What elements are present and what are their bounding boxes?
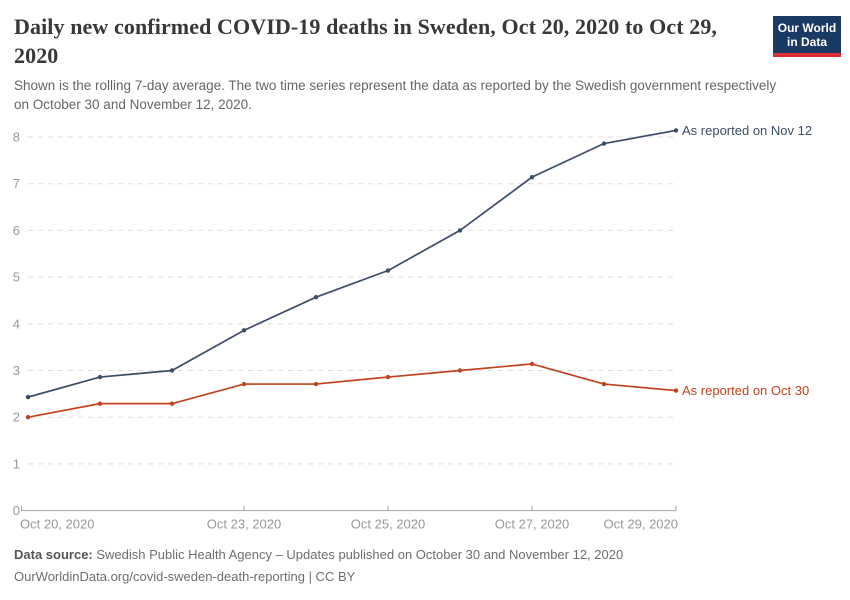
data-source-label: Data source:	[14, 547, 93, 562]
series-label-1: As reported on Oct 30	[682, 383, 809, 398]
y-tick-label-2: 2	[13, 410, 20, 425]
series-1-point-0	[25, 415, 31, 420]
chart-area: 0 1 2 3 4 5 6 7 8 Oct 20, 2020 Oct 23, 2020 Oct 25,…	[0, 120, 850, 540]
series-1-point-7	[529, 361, 535, 367]
series-0-point-3	[241, 328, 247, 333]
series-1-point-5	[385, 374, 391, 380]
owid-logo-line2: in Data	[786, 34, 827, 49]
series-line-1	[27, 363, 677, 419]
chart-title: Daily new confirmed COVID-19 deaths in S…	[14, 14, 718, 68]
y-tick-label-7: 7	[13, 176, 20, 191]
series-line-0	[27, 129, 677, 398]
y-tick-label-8: 8	[13, 130, 20, 145]
series-1-point-1	[97, 401, 103, 406]
owid-logo-line1: Our World	[777, 20, 837, 35]
series-1-point-9	[673, 388, 679, 393]
series-label-0: As reported on Nov 12	[682, 123, 812, 138]
owid-logo[interactable]: Our World in Data	[773, 16, 841, 57]
chart-subtitle: Shown is the rolling 7-day average. The …	[14, 78, 777, 112]
y-tick-label-0: 0	[13, 503, 20, 518]
y-tick-label-3: 3	[13, 363, 20, 378]
series-0-point-6	[457, 228, 463, 233]
y-tick-label-6: 6	[13, 223, 20, 238]
series-0-point-1	[97, 374, 103, 380]
series-1-point-6	[457, 368, 463, 373]
data-source-text: Swedish Public Health Agency – Updates p…	[92, 547, 624, 562]
series-0-point-0	[25, 394, 31, 400]
y-tick-label-4: 4	[13, 316, 20, 331]
link-line[interactable]: OurWorldinData.org/covid-sweden-death-re…	[14, 569, 356, 584]
x-tick-label-4: Oct 29, 2020	[604, 517, 678, 532]
series-0-point-5	[385, 268, 391, 273]
x-tick-label-1: Oct 23, 2020	[207, 517, 281, 532]
chart-footer: Data source: Swedish Public Health Agenc…	[14, 544, 814, 588]
series-0-point-2	[169, 368, 175, 373]
series-1-point-3	[241, 381, 247, 387]
y-tick-label-5: 5	[13, 270, 20, 285]
chart-svg[interactable]: 0 1 2 3 4 5 6 7 8 Oct 20, 2020 Oct 23, 2020 Oct 25,…	[0, 120, 850, 540]
x-tick-label-3: Oct 27, 2020	[495, 517, 569, 532]
series-0-point-4	[313, 294, 319, 300]
series-1-point-2	[169, 401, 175, 406]
series-0-point-8	[601, 141, 607, 146]
x-tick-label-0: Oct 20, 2020	[20, 517, 94, 532]
series-1-point-8	[601, 381, 607, 387]
series-0-point-9	[673, 128, 679, 133]
x-tick-label-2: Oct 25, 2020	[351, 517, 425, 532]
y-tick-label-1: 1	[13, 456, 20, 471]
series-0-point-7	[529, 174, 535, 180]
data-source-line: Data source: Swedish Public Health Agenc…	[14, 544, 814, 566]
series-1-point-4	[313, 381, 319, 387]
